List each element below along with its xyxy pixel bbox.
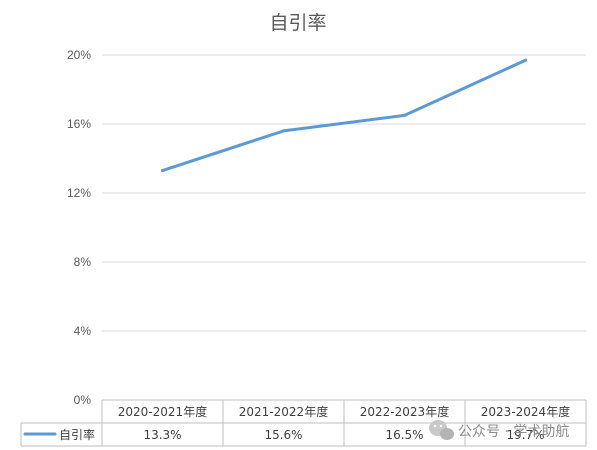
y-axis: 0% 4% 8% 12% 16% 20% xyxy=(67,48,91,407)
y-tick-label: 20% xyxy=(67,48,91,62)
data-point xyxy=(161,169,164,173)
x-category-label: 2020-2021年度 xyxy=(118,404,207,419)
chart-title: 自引率 xyxy=(269,12,326,34)
y-tick-label: 8% xyxy=(74,255,92,269)
data-value-label: 19.7% xyxy=(506,428,544,442)
series-line xyxy=(161,58,527,173)
x-category-label: 2021-2022年度 xyxy=(239,404,328,419)
data-point xyxy=(524,58,527,62)
data-point xyxy=(403,113,406,117)
x-category-label: 2023-2024年度 xyxy=(481,404,570,419)
data-value-label: 13.3% xyxy=(143,428,181,442)
grid xyxy=(102,54,586,332)
wechat-icon xyxy=(429,420,454,440)
data-point xyxy=(282,129,285,133)
watermark: 公众号 · 学术助航 xyxy=(429,420,569,440)
data-table: 2020-2021年度 2021-2022年度 2022-2023年度 2023-20… xyxy=(20,399,587,447)
x-category-label: 2022-2023年度 xyxy=(360,404,449,419)
data-value-label: 16.5% xyxy=(385,428,423,442)
y-tick-label: 12% xyxy=(67,186,91,200)
watermark-text: 公众号 · 学术助航 xyxy=(458,424,569,440)
y-tick-label: 0% xyxy=(74,393,92,407)
data-value-label: 15.6% xyxy=(264,428,302,442)
y-tick-label: 16% xyxy=(67,117,91,131)
legend-label: 自引率 xyxy=(59,427,95,442)
y-tick-label: 4% xyxy=(74,324,92,338)
series xyxy=(161,58,527,173)
